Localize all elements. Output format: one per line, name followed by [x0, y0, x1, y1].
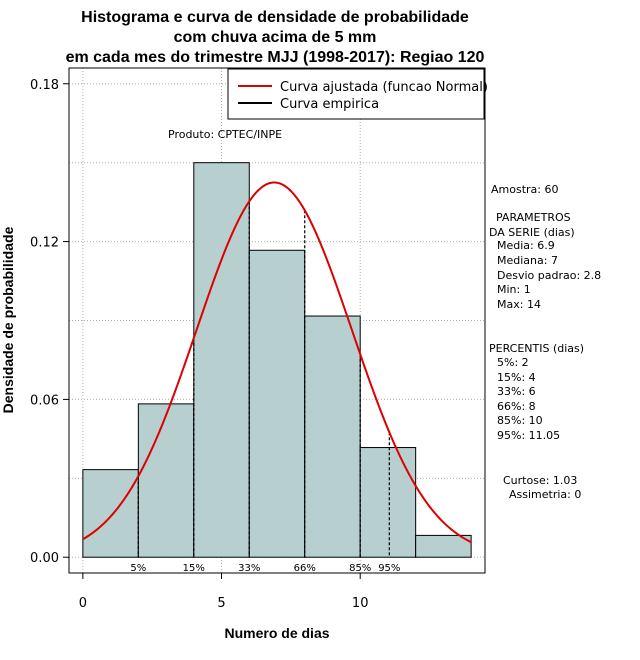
chart-title-line-2: com chuva acima de 5 mm	[174, 29, 377, 46]
pct-33: 33%: 6	[497, 385, 536, 398]
product-annotation: Produto: CPTEC/INPE	[168, 128, 282, 141]
histogram-bar-7	[415, 534, 472, 558]
bars-layer	[82, 162, 472, 558]
pct-95: 95%: 11.05	[497, 429, 560, 442]
params-title-2: DA SERIE (dias)	[489, 226, 575, 239]
percentile-label-15: 15%	[183, 563, 205, 574]
y-tick-label: 0.18	[30, 78, 59, 93]
pct-85: 85%: 10	[497, 414, 543, 427]
pct-title: PERCENTIS (dias)	[489, 342, 584, 355]
histogram-bar-6	[359, 447, 417, 558]
sample-size: Amostra: 60	[491, 183, 558, 196]
param-sd: Desvio padrao: 2.8	[497, 269, 601, 282]
legend-label-fit: Curva ajustada (funcao Normal)	[280, 80, 488, 95]
y-axis-title: Densidade de probabilidade	[0, 226, 16, 413]
percentile-label-33: 33%	[238, 563, 260, 574]
percentile-label-85: 85%	[349, 563, 371, 574]
param-mean: Media: 6.9	[497, 239, 555, 252]
pct-15: 15%: 4	[497, 371, 536, 384]
x-axis-title: Numero de dias	[224, 625, 329, 641]
y-tick-label: 0.00	[30, 551, 59, 566]
pct-66: 66%: 8	[497, 400, 536, 413]
chart-title-line-1: Histograma e curva de densidade de proba…	[81, 9, 469, 26]
legend-label-empirical: Curva empirica	[280, 97, 379, 112]
y-tick-label: 0.06	[30, 393, 59, 408]
percentile-markers: 5% 15% 33% 66% 85% 95%	[130, 201, 400, 574]
x-tick-label: 5	[217, 596, 225, 611]
legend-box	[227, 68, 485, 120]
kurtosis: Curtose: 1.03	[503, 474, 577, 487]
y-tick-label: 0.12	[30, 236, 59, 251]
percentile-label-5: 5%	[130, 563, 146, 574]
param-median: Mediana: 7	[497, 254, 558, 267]
side-panel: Amostra: 60 PARAMETROS DA SERIE (dias) M…	[489, 183, 601, 501]
chart-title-line-3: em cada mes do trimestre MJJ (1998-2017)…	[66, 49, 485, 66]
histogram-bar-2	[137, 403, 195, 558]
x-tick-label: 10	[352, 596, 369, 611]
percentile-label-95: 95%	[378, 563, 400, 574]
histogram-bar-3	[193, 162, 250, 558]
skewness: Assimetria: 0	[509, 488, 581, 501]
pct-5: 5%: 2	[497, 356, 529, 369]
histogram-bar-5	[304, 315, 361, 558]
normal-fit-curve	[82, 181, 472, 544]
param-max: Max: 14	[497, 298, 541, 311]
axis-layer: 0 5 10 0.00 0.06 0.12 0.18	[30, 78, 368, 611]
histogram-bar-4	[248, 249, 306, 558]
param-min: Min: 1	[497, 283, 531, 296]
histogram-bar-1	[82, 469, 139, 558]
x-tick-label: 0	[79, 596, 87, 611]
legend: Curva ajustada (funcao Normal) Curva emp…	[227, 68, 488, 120]
params-title-1: PARAMETROS	[496, 211, 571, 224]
curve-layer	[82, 181, 472, 544]
percentile-label-66: 66%	[294, 563, 316, 574]
